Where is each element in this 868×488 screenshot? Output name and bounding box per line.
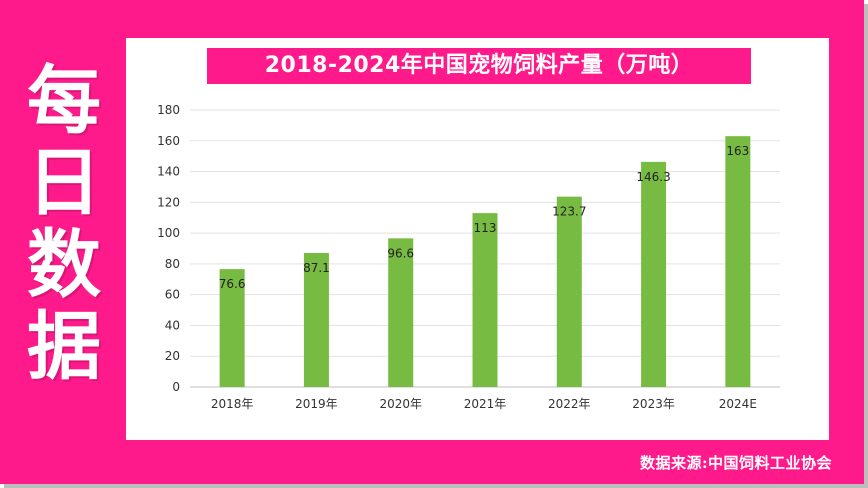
data-label: 76.6: [219, 277, 246, 291]
bar: [303, 252, 329, 387]
side-title-char-1: 每: [27, 58, 101, 144]
y-tick-label: 40: [165, 318, 180, 332]
side-title-char-2: 日: [27, 140, 101, 226]
y-tick-label: 60: [165, 288, 180, 302]
y-tick-label: 100: [157, 226, 180, 240]
bar: [219, 269, 245, 387]
bar: [472, 213, 498, 387]
x-tick-label: 2020年: [379, 397, 422, 411]
y-tick-label: 160: [157, 134, 180, 148]
x-tick-label: 2023年: [632, 397, 675, 411]
data-label: 96.6: [387, 246, 414, 260]
y-tick-label: 0: [172, 380, 180, 394]
side-title: 每 日 数 据: [8, 60, 120, 388]
x-tick-label: 2019年: [295, 397, 338, 411]
chart-title: 2018-2024年中国宠物饲料产量（万吨）: [207, 48, 751, 84]
source-note: 数据来源:中国饲料工业协会: [639, 454, 832, 472]
y-tick-label: 140: [157, 165, 180, 179]
data-label: 146.3: [636, 170, 670, 184]
bar: [388, 238, 414, 387]
side-title-char-3: 数: [27, 222, 101, 308]
x-tick-label: 2024E: [719, 397, 757, 411]
bar: [641, 161, 667, 387]
x-tick-label: 2022年: [548, 397, 591, 411]
x-tick-label: 2018年: [211, 397, 254, 411]
y-tick-label: 80: [165, 257, 180, 271]
frame-shadow-right: [864, 4, 868, 488]
side-title-char-4: 据: [27, 304, 101, 390]
frame-shadow-bottom: [4, 484, 868, 488]
y-tick-label: 180: [157, 103, 180, 117]
data-label: 163: [726, 144, 749, 158]
y-tick-label: 120: [157, 195, 180, 209]
data-label: 123.7: [552, 205, 586, 219]
bar: [556, 196, 582, 387]
data-label: 113: [474, 221, 497, 235]
data-label: 87.1: [303, 261, 330, 275]
bar: [725, 136, 751, 387]
x-tick-label: 2021年: [464, 397, 507, 411]
y-tick-label: 20: [165, 349, 180, 363]
